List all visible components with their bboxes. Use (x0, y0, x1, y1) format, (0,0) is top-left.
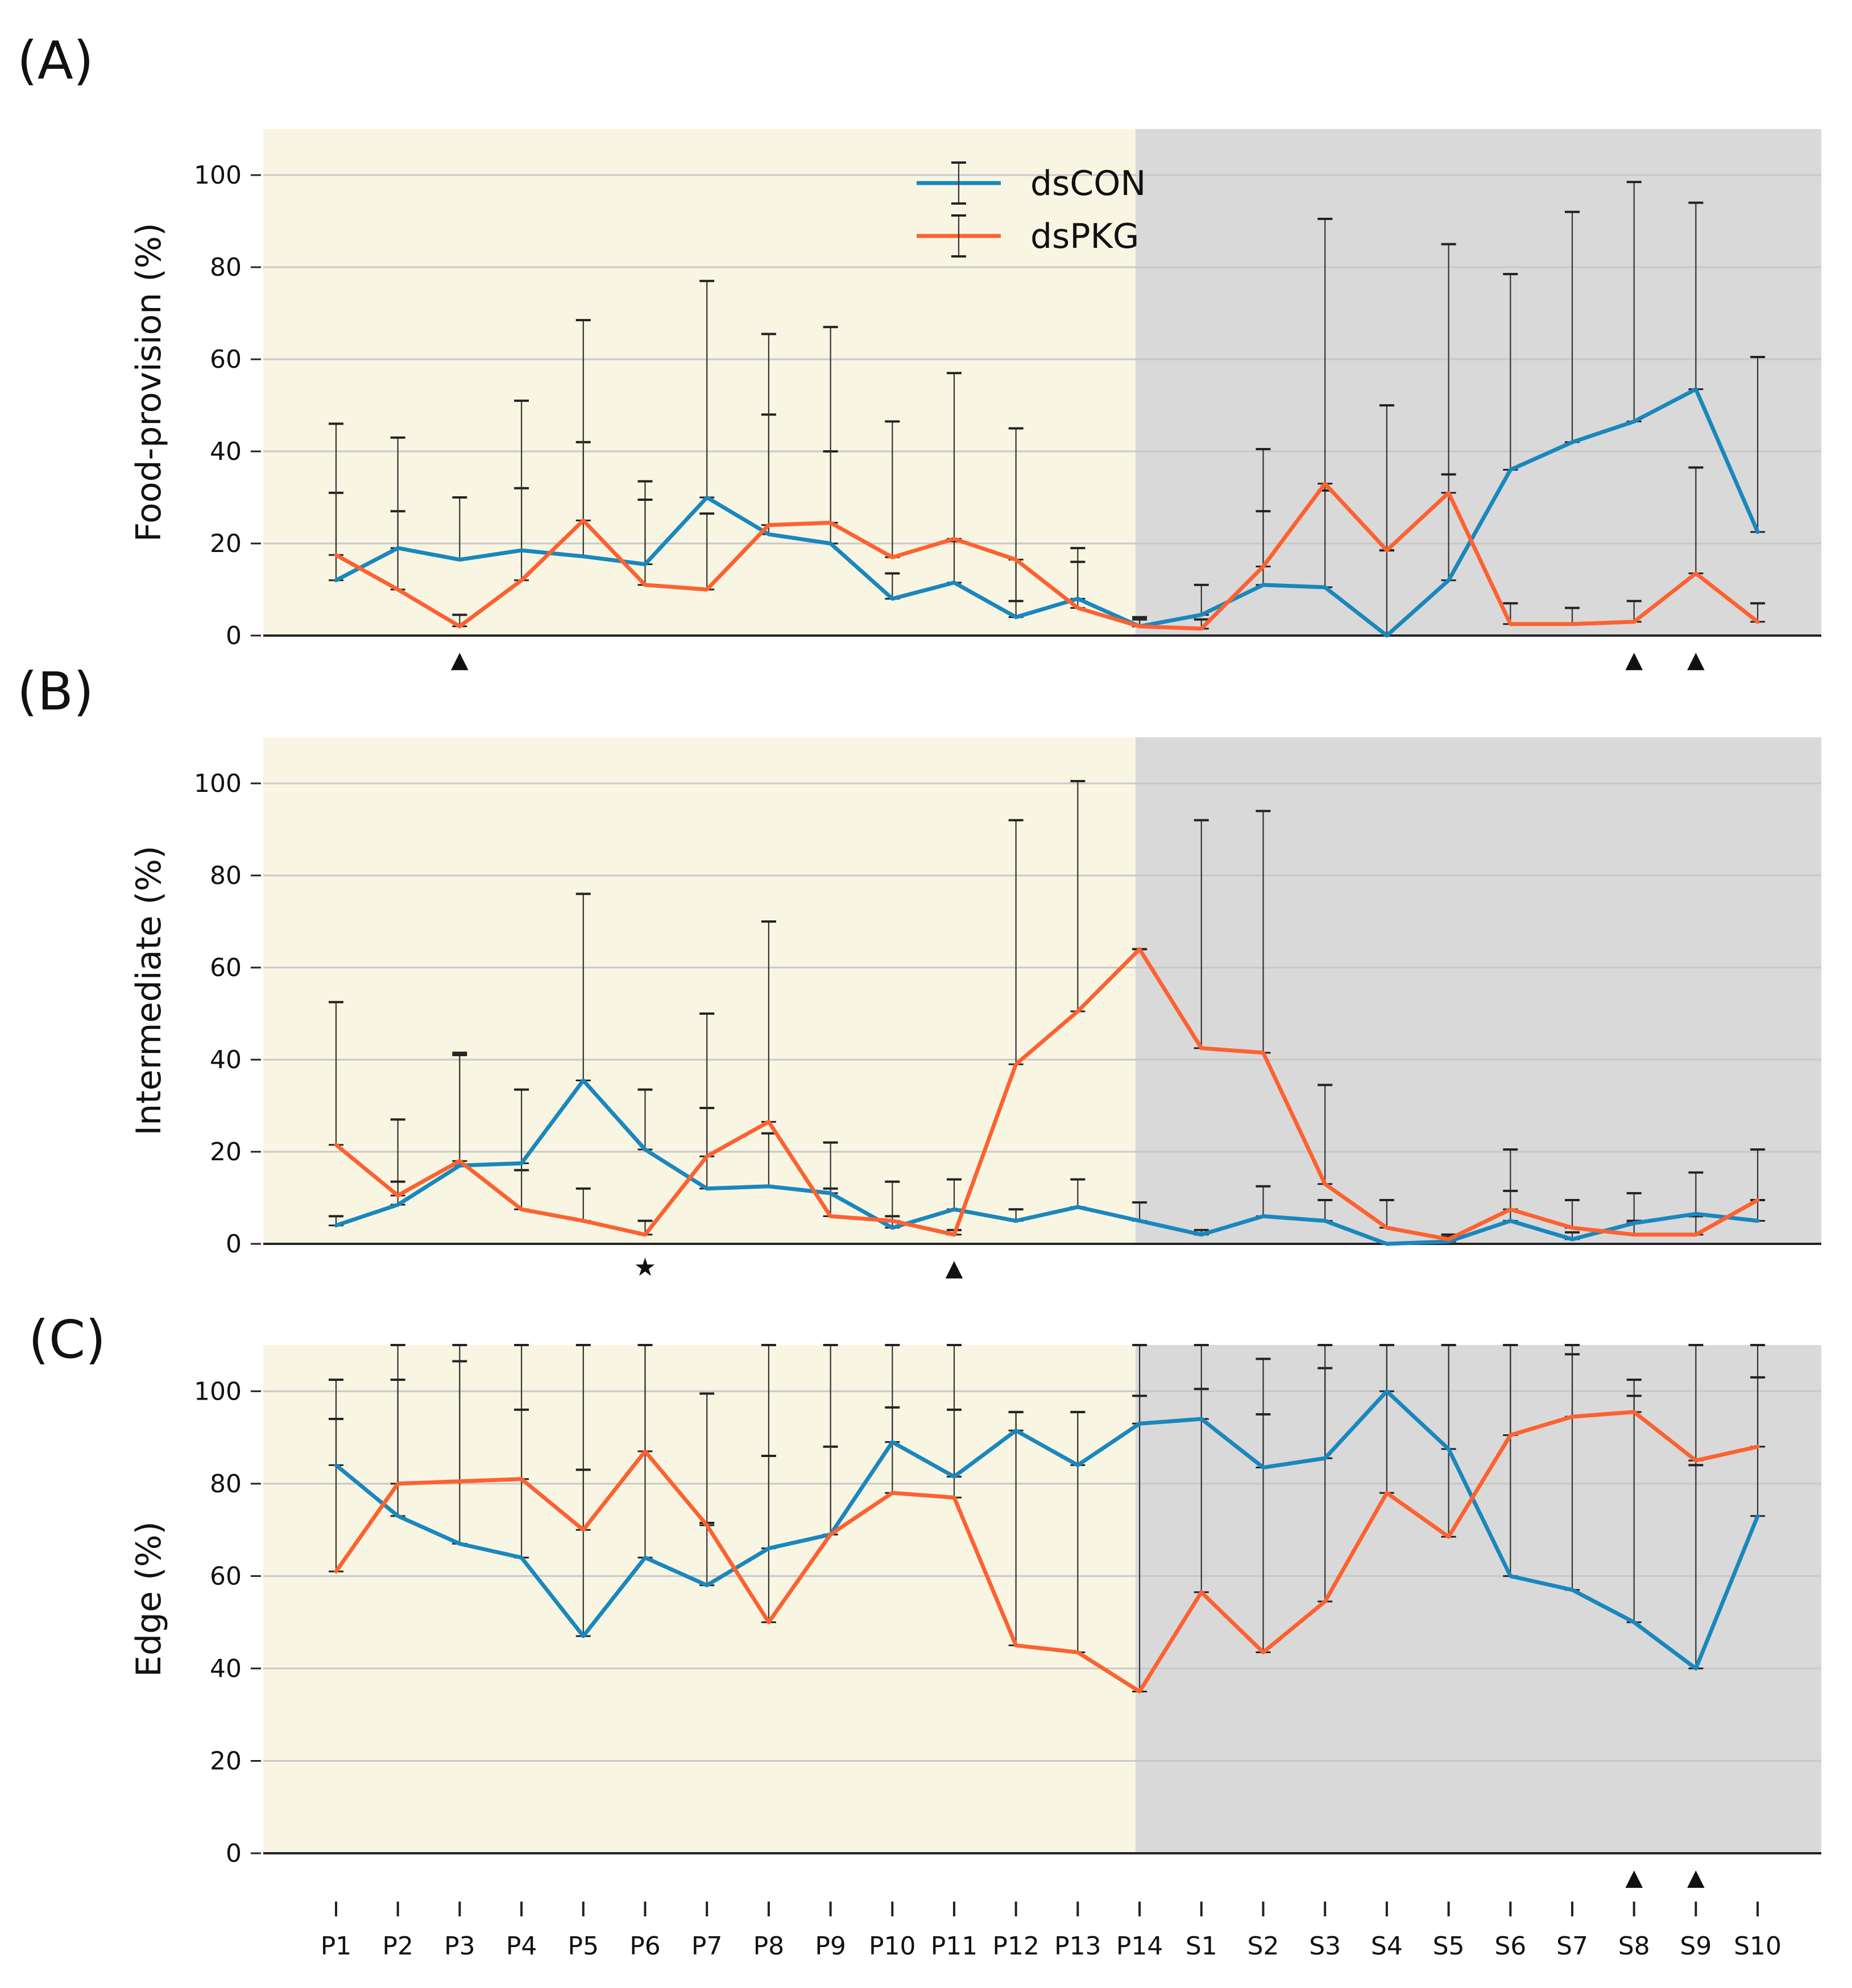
significance-marker: ▲ (1625, 647, 1643, 673)
panel-label: (A) (17, 30, 94, 91)
x-tick-label: P6 (629, 1932, 661, 1961)
y-tick-label: 20 (210, 1138, 242, 1167)
legend-label: dsPKG (1030, 217, 1139, 256)
x-tick-label: P5 (568, 1932, 599, 1961)
pre-phase-background (263, 737, 1136, 1244)
x-tick-label: P4 (506, 1932, 537, 1961)
series-line-dspkg (334, 947, 1760, 1242)
series-line-dscon (334, 1078, 1760, 1246)
y-tick-label: 100 (194, 161, 242, 190)
pre-phase-background (263, 1345, 1136, 1853)
x-tick-label: S9 (1680, 1932, 1712, 1961)
significance-marker: ▲ (1687, 1865, 1705, 1891)
panel-label: (B) (17, 661, 94, 722)
y-tick-label: 40 (210, 437, 242, 466)
x-tick-label: P1 (321, 1932, 352, 1961)
y-tick-label: 0 (226, 1230, 242, 1259)
y-tick-label: 20 (210, 1746, 242, 1775)
series-line-dscon (334, 1389, 1760, 1671)
panel-b: 0 20 40 60 80 100 (B) Intermediate (%) ★ ▲ (17, 661, 1821, 1282)
x-tick-label: P13 (1054, 1932, 1101, 1961)
x-tick-label: P11 (931, 1932, 978, 1961)
panel-c: 0 20 40 60 80 100 (C) Edge (%) ▲ ▲ P1 P2 P3 P4 P5 P6 P7 P… (28, 1309, 1821, 1961)
y-tick-label: 60 (210, 345, 242, 374)
y-tick-label: 60 (210, 953, 242, 982)
y-tick-label: 80 (210, 253, 242, 282)
legend: dsCON dsPKG (917, 161, 1146, 258)
pre-phase-background (263, 129, 1136, 636)
significance-marker: ▲ (1687, 647, 1705, 673)
y-tick-label: 40 (210, 1654, 242, 1683)
x-tick-label: S2 (1248, 1932, 1279, 1961)
x-tick-label: S10 (1734, 1932, 1781, 1961)
x-tick-label: P7 (691, 1932, 723, 1961)
significance-marker: ▲ (1625, 1865, 1643, 1891)
significance-marker: ▲ (451, 647, 469, 673)
legend-label: dsCON (1030, 164, 1146, 204)
x-tick-label: P3 (444, 1932, 475, 1961)
series-line-dspkg (334, 482, 1760, 631)
y-tick-label: 0 (226, 621, 242, 650)
x-tick-label: P14 (1116, 1932, 1163, 1961)
error-bars-dspkg (329, 1344, 1766, 1693)
x-tick-label: P9 (815, 1932, 846, 1961)
x-tick-label: S1 (1186, 1932, 1217, 1961)
y-tick-label: 40 (210, 1045, 242, 1074)
x-tick-label: S4 (1371, 1932, 1403, 1961)
y-tick-label: 20 (210, 529, 242, 558)
x-tick-label: P8 (753, 1932, 785, 1961)
y-axis-label: Food-provision (%) (129, 223, 169, 542)
y-tick-label: 80 (210, 1470, 242, 1499)
y-tick-label: 60 (210, 1562, 242, 1591)
y-tick-label: 100 (194, 769, 242, 798)
x-tick-label: P2 (382, 1932, 413, 1961)
x-tick-label: S5 (1433, 1932, 1465, 1961)
x-tick-label: S7 (1556, 1932, 1588, 1961)
y-tick-label: 80 (210, 861, 242, 890)
panel-a: 0 20 40 60 80 100 (A) Food-provision (%) ▲ ▲ ▲ (17, 30, 1821, 673)
y-axis-label: Intermediate (%) (129, 846, 169, 1136)
post-phase-background (1136, 1345, 1821, 1853)
x-tick-label: P10 (869, 1932, 916, 1961)
legend-entry-dscon: dsCON (917, 161, 1146, 205)
post-phase-background (1136, 737, 1821, 1244)
x-tick-label: S3 (1309, 1932, 1341, 1961)
significance-marker: ★ (634, 1253, 656, 1282)
x-tick-label: P12 (992, 1932, 1039, 1961)
series-line-dscon (334, 387, 1760, 638)
legend-entry-dspkg: dsPKG (917, 214, 1139, 258)
significance-marker: ▲ (946, 1255, 963, 1281)
x-tick-label: S8 (1618, 1932, 1650, 1961)
y-axis-label: Edge (%) (129, 1521, 169, 1677)
post-phase-background (1136, 129, 1821, 636)
y-tick-label: 100 (194, 1377, 242, 1406)
y-tick-label: 0 (226, 1839, 242, 1868)
series-line-dspkg (334, 1410, 1760, 1694)
x-tick-label: S6 (1494, 1932, 1526, 1961)
panel-label: (C) (28, 1309, 106, 1370)
